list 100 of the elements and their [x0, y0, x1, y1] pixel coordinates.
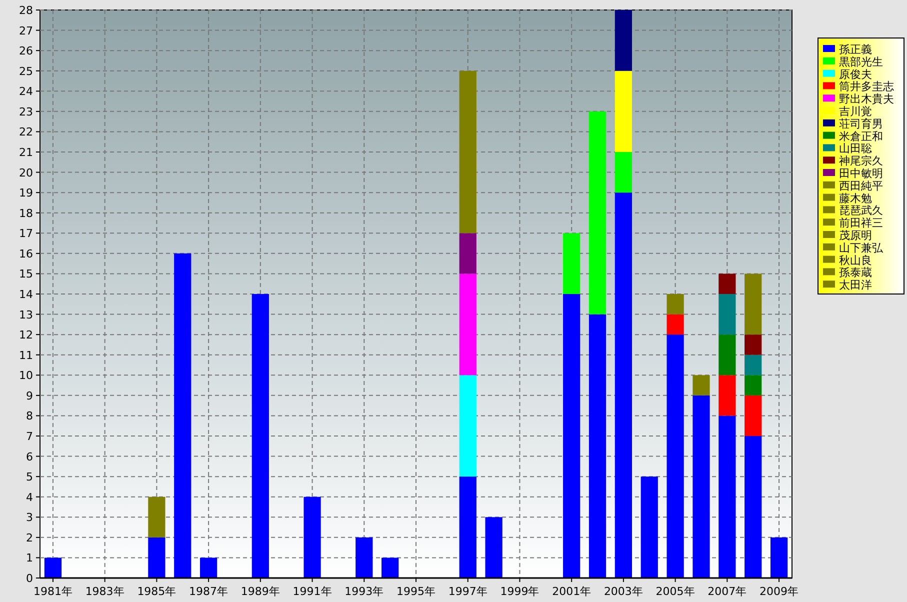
- legend-label: 太田洋: [839, 278, 872, 292]
- bar: [356, 537, 373, 578]
- x-tick-label: 1985年: [137, 585, 176, 598]
- legend-label: 茂原明: [839, 229, 872, 242]
- bar: [459, 476, 476, 578]
- legend-label: 山田聡: [839, 142, 872, 156]
- bar: [718, 294, 736, 335]
- bar: [563, 233, 580, 294]
- bar: [485, 517, 502, 578]
- y-tick-label: 25: [19, 64, 33, 78]
- x-tick-label: 2003年: [604, 585, 643, 598]
- y-tick-label: 1: [26, 552, 33, 565]
- x-tick-label: 1983年: [85, 585, 124, 598]
- y-tick-label: 27: [19, 24, 33, 38]
- bar: [588, 314, 606, 578]
- legend-label: 孫正義: [839, 43, 872, 56]
- legend-label: 藤木勉: [839, 192, 872, 205]
- y-tick-label: 20: [19, 166, 33, 180]
- bar: [614, 192, 632, 578]
- x-tick-label: 1995年: [396, 585, 436, 598]
- y-tick-label: 18: [19, 206, 33, 220]
- legend-label: 前田祥三: [839, 216, 883, 230]
- bar: [640, 476, 658, 578]
- bar: [744, 436, 762, 578]
- x-tick-label: 1987年: [189, 585, 228, 598]
- bar: [718, 416, 736, 578]
- y-tick-label: 23: [19, 105, 33, 118]
- bar: [614, 10, 632, 71]
- x-tick-label: 2007年: [708, 585, 747, 598]
- bar: [459, 274, 476, 376]
- legend-label: 筒井多圭志: [839, 80, 894, 94]
- legend-label: 琵琶武久: [839, 204, 883, 218]
- legend-label: 山下兼弘: [839, 241, 884, 254]
- bar: [459, 375, 476, 477]
- bar: [744, 354, 762, 376]
- y-tick-label: 2: [26, 531, 33, 544]
- y-tick-label: 3: [26, 511, 33, 524]
- bar: [148, 537, 166, 578]
- legend-label: 米倉正和: [839, 130, 883, 143]
- bar: [563, 294, 580, 578]
- x-tick-label: 2009年: [760, 585, 799, 598]
- legend-label: 原俊夫: [839, 68, 872, 81]
- bar: [744, 395, 762, 436]
- x-tick-label: 1989年: [240, 585, 280, 598]
- bar: [744, 375, 762, 396]
- legend-label: 秋山良: [839, 254, 872, 267]
- y-tick-label: 28: [19, 4, 33, 17]
- legend-label: 神尾宗久: [839, 154, 883, 168]
- legend-label: 荘司育男: [839, 117, 883, 130]
- legend-label: 吉川覚: [839, 105, 872, 118]
- x-tick-label: 1997年: [448, 585, 488, 598]
- y-tick-label: 14: [19, 288, 33, 301]
- y-tick-label: 5: [26, 470, 33, 484]
- legend-label: 野出木貴夫: [839, 92, 894, 106]
- bar: [252, 294, 269, 578]
- x-tick-label: 2001年: [552, 585, 592, 598]
- y-tick-label: 4: [26, 490, 33, 504]
- bar: [304, 496, 321, 578]
- y-tick-label: 11: [19, 348, 33, 362]
- y-tick-label: 7: [26, 430, 33, 443]
- bar: [614, 152, 632, 193]
- bar: [200, 558, 218, 578]
- x-tick-label: 1999年: [500, 585, 540, 598]
- bar: [666, 294, 684, 314]
- y-tick-label: 21: [19, 146, 33, 159]
- y-tick-label: 10: [19, 369, 33, 382]
- y-tick-label: 16: [19, 247, 33, 260]
- y-tick-label: 6: [26, 450, 33, 464]
- y-tick-label: 12: [19, 328, 33, 342]
- x-tick-label: 2005年: [656, 585, 695, 598]
- bar: [44, 558, 62, 578]
- legend-label: 西田純平: [839, 179, 883, 192]
- bar: [744, 274, 762, 335]
- bar: [148, 496, 166, 538]
- bar: [744, 334, 762, 355]
- y-tick-label: 26: [19, 44, 33, 58]
- y-tick-label: 8: [26, 410, 33, 423]
- y-tick-label: 17: [19, 227, 33, 240]
- legend-label: 孫泰蔵: [839, 266, 872, 280]
- legend-label: 田中敏明: [839, 167, 883, 180]
- bar: [588, 111, 606, 314]
- y-tick-label: 9: [26, 389, 33, 402]
- y-tick-label: 22: [19, 126, 33, 139]
- x-tick-label: 1993年: [344, 585, 384, 598]
- bar: [666, 314, 684, 335]
- bar: [692, 375, 710, 396]
- x-tick-label: 1991年: [292, 585, 332, 598]
- y-tick-label: 13: [19, 308, 33, 322]
- bar: [459, 70, 476, 234]
- x-tick-label: 1981年: [33, 585, 72, 598]
- bar: [174, 253, 192, 578]
- legend-label: 黒部光生: [839, 55, 883, 68]
- bar: [718, 274, 736, 294]
- y-tick-label: 15: [19, 268, 33, 281]
- bar: [382, 558, 399, 578]
- y-tick-label: 19: [19, 186, 33, 200]
- y-tick-label: 24: [19, 85, 33, 98]
- bar: [718, 334, 736, 376]
- bar: [770, 537, 788, 578]
- bar: [692, 395, 710, 578]
